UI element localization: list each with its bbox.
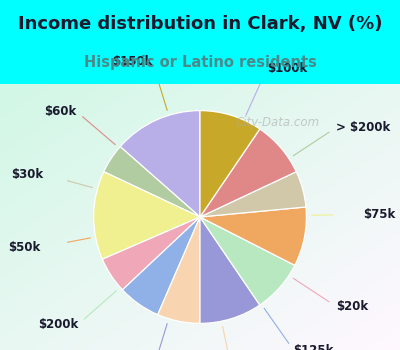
Wedge shape	[200, 172, 306, 217]
Wedge shape	[104, 147, 200, 217]
Wedge shape	[200, 111, 260, 217]
Text: Hispanic or Latino residents: Hispanic or Latino residents	[84, 56, 316, 70]
Text: $75k: $75k	[363, 208, 395, 221]
Wedge shape	[102, 217, 200, 290]
Text: $100k: $100k	[267, 62, 307, 75]
Text: $200k: $200k	[38, 318, 78, 331]
Wedge shape	[200, 217, 295, 305]
Text: $150k: $150k	[112, 55, 152, 68]
Wedge shape	[94, 172, 200, 259]
Wedge shape	[200, 217, 260, 323]
Wedge shape	[200, 129, 296, 217]
Text: Income distribution in Clark, NV (%): Income distribution in Clark, NV (%)	[18, 14, 382, 33]
Text: > $200k: > $200k	[336, 121, 390, 134]
Text: $30k: $30k	[11, 168, 43, 181]
Wedge shape	[158, 217, 200, 323]
Text: $50k: $50k	[8, 241, 40, 254]
Wedge shape	[122, 217, 200, 315]
Text: City-Data.com: City-Data.com	[236, 116, 320, 129]
Text: $60k: $60k	[44, 105, 76, 118]
Text: $20k: $20k	[336, 300, 368, 313]
Text: $125k: $125k	[294, 344, 334, 350]
Wedge shape	[200, 207, 306, 265]
Wedge shape	[120, 111, 200, 217]
